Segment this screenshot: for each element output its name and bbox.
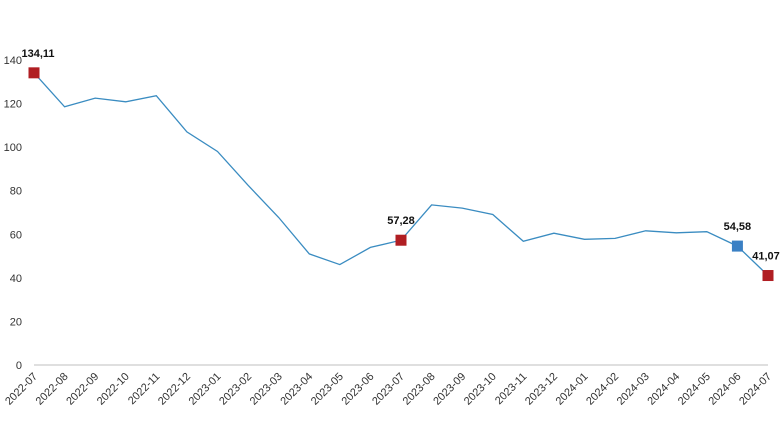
x-tick-label: 2024-01 [554, 371, 591, 408]
x-tick-label: 2024-03 [615, 371, 652, 408]
x-tick-label: 2022-10 [95, 371, 132, 408]
y-tick-label: 80 [10, 186, 22, 198]
data-point-marker [395, 234, 407, 246]
x-tick-label: 2023-09 [431, 371, 468, 408]
data-point-marker [762, 270, 774, 282]
data-point-marker [731, 240, 743, 252]
x-tick-label: 2022-12 [156, 371, 193, 408]
x-tick-label: 2024-07 [737, 371, 774, 408]
x-tick-label: 2023-07 [370, 371, 407, 408]
x-axis: 2022-072022-082022-092022-102022-112022-… [3, 371, 774, 408]
y-axis: 0 20 40 60 80 100 120 140 [4, 55, 22, 372]
x-tick-label: 2023-01 [187, 371, 224, 408]
y-tick-label: 60 [10, 229, 22, 241]
y-tick-label: 100 [4, 142, 22, 154]
data-label: 57,28 [387, 215, 415, 227]
x-tick-label: 2023-11 [493, 371, 529, 407]
x-tick-label: 2024-04 [645, 371, 682, 408]
data-point-marker [28, 67, 40, 79]
y-tick-label: 20 [10, 316, 22, 328]
x-tick-label: 2023-04 [278, 371, 315, 408]
x-tick-label: 2023-06 [340, 371, 377, 408]
x-tick-label: 2023-08 [401, 371, 438, 408]
y-tick-label: 140 [4, 55, 22, 67]
x-tick-label: 2024-02 [584, 371, 621, 408]
x-tick-label: 2023-02 [217, 371, 254, 408]
x-tick-label: 2023-10 [462, 371, 499, 408]
y-tick-label: 40 [10, 273, 22, 285]
x-tick-label: 2022-08 [34, 371, 71, 408]
data-label: 41,07 [752, 251, 780, 263]
x-tick-label: 2022-11 [126, 371, 162, 407]
y-tick-label: 0 [16, 360, 22, 372]
data-label: 134,11 [21, 48, 54, 60]
highlight-markers [28, 67, 774, 282]
x-tick-label: 2023-05 [309, 371, 346, 408]
x-tick-label: 2024-06 [707, 371, 744, 408]
data-labels: 134,11 57,28 54,58 41,07 [21, 48, 779, 263]
x-tick-label: 2023-12 [523, 371, 560, 408]
x-tick-label: 2023-03 [248, 371, 285, 408]
x-tick-label: 2022-07 [3, 371, 40, 408]
x-tick-label: 2022-09 [64, 371, 101, 408]
y-tick-label: 120 [4, 99, 22, 111]
x-tick-label: 2024-05 [676, 371, 713, 408]
data-label: 54,58 [724, 221, 752, 233]
